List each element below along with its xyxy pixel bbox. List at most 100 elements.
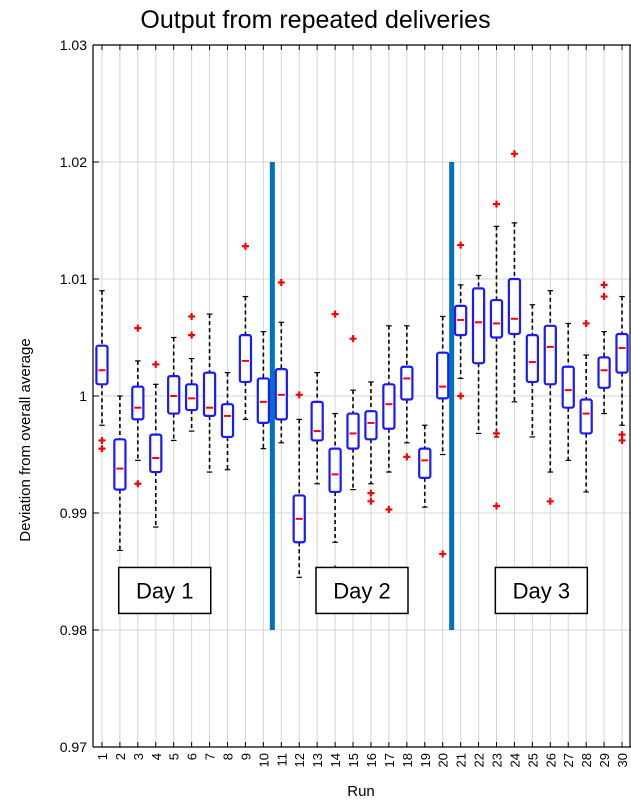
outlier-point: [493, 200, 500, 208]
day-label-box: Day 1: [117, 566, 212, 615]
outlier-point: [134, 324, 142, 332]
outlier-point: [188, 312, 196, 320]
outlier-point: [546, 497, 554, 505]
outlier-point: [349, 335, 357, 343]
outlier-point: [493, 502, 500, 510]
box-run-7: [202, 313, 217, 473]
x-tick-label: 11: [274, 753, 289, 767]
box-iqr: [256, 377, 271, 425]
box-run-28: [579, 319, 593, 493]
box-iqr: [561, 365, 575, 409]
outlier-point: [331, 310, 339, 318]
x-tick-label: 26: [543, 753, 558, 767]
day-label-frame: [494, 566, 589, 615]
y-tick-label: 1.01: [60, 271, 87, 287]
box-run-15: [346, 335, 360, 491]
box-iqr: [400, 365, 414, 401]
y-tick-label: 0.98: [60, 622, 87, 638]
box-iqr: [364, 410, 378, 441]
x-tick-label: 5: [167, 753, 182, 760]
box-iqr: [489, 298, 504, 339]
outlier-point: [582, 319, 590, 327]
x-tick-label: 2: [113, 753, 128, 760]
x-tick-label: 6: [185, 753, 200, 760]
y-axis-label: Deviation from overall average: [17, 338, 34, 541]
y-tick-label: 1.03: [60, 37, 87, 53]
box-iqr: [525, 334, 540, 384]
x-tick-label: 10: [256, 753, 271, 767]
x-tick-label: 19: [418, 753, 433, 767]
box-iqr: [382, 383, 396, 430]
box-iqr: [202, 371, 217, 417]
box-run-8: [220, 372, 235, 471]
box-run-10: [256, 331, 271, 450]
outlier-point: [98, 436, 106, 444]
outlier-point: [152, 360, 160, 368]
day-label-box: Day 3: [494, 566, 589, 615]
box-run-27: [561, 322, 575, 461]
x-tick-label: 14: [328, 753, 343, 767]
outlier-point: [600, 281, 608, 289]
outlier-point: [493, 429, 500, 437]
box-iqr: [597, 356, 611, 389]
day-label-text: Day 2: [333, 578, 390, 603]
day-label-text: Day 1: [136, 578, 193, 603]
outlier-point: [98, 445, 106, 453]
box-iqr: [579, 398, 593, 435]
y-tick-label: 1.02: [60, 154, 87, 170]
outlier-point: [600, 293, 608, 301]
box-run-19: [418, 424, 432, 508]
outlier-point: [188, 331, 196, 339]
box-run-25: [525, 304, 540, 438]
outlier-point: [439, 550, 447, 558]
x-tick-label: 13: [310, 753, 325, 767]
box-iqr: [131, 385, 145, 421]
x-tick-label: 20: [436, 753, 451, 767]
box-run-22: [471, 274, 486, 435]
outlier-point: [618, 436, 626, 444]
box-iqr: [543, 324, 557, 386]
outlier-point: [403, 453, 411, 461]
x-tick-label: 22: [472, 753, 487, 767]
box-iqr: [149, 433, 163, 474]
x-tick-label: 29: [597, 753, 612, 767]
chart-title: Output from repeated deliveries: [140, 6, 491, 34]
day-label-frame: [117, 566, 212, 615]
box-run-26: [543, 290, 557, 505]
box-run-18: [400, 325, 414, 461]
outlier-point: [134, 480, 142, 488]
box-run-24: [507, 150, 522, 403]
x-tick-label: 30: [615, 753, 630, 767]
box-iqr: [328, 447, 342, 494]
outlier-point: [510, 150, 518, 158]
day-separators: [269, 162, 455, 630]
y-tick-label: 0.99: [60, 505, 87, 521]
box-run-20: [436, 315, 450, 558]
box-iqr: [471, 287, 486, 365]
box-run-17: [382, 325, 396, 513]
box-run-11: [274, 279, 288, 444]
box-run-21: [453, 241, 468, 400]
x-tick-label: 4: [149, 753, 164, 760]
box-iqr: [167, 375, 181, 415]
x-tick-label: 1: [95, 753, 110, 760]
box-run-23: [489, 200, 504, 510]
outlier-point: [295, 391, 303, 399]
x-tick-label: 23: [490, 753, 505, 767]
box-run-1: [95, 290, 109, 453]
day-label-frame: [315, 566, 409, 615]
box-run-12: [292, 391, 306, 578]
box-run-30: [615, 295, 629, 444]
x-tick-label: 25: [525, 753, 540, 767]
x-tick-label: 16: [364, 753, 379, 767]
x-tick-label: 27: [561, 753, 576, 767]
x-tick-label: 15: [346, 753, 361, 767]
box-run-13: [310, 372, 324, 485]
box-iqr: [95, 344, 109, 386]
box-run-29: [597, 281, 611, 415]
x-axis-label: Run: [347, 783, 375, 800]
x-tick-label: 17: [382, 753, 397, 767]
box-run-5: [167, 336, 181, 442]
x-tick-label: 21: [454, 753, 469, 767]
